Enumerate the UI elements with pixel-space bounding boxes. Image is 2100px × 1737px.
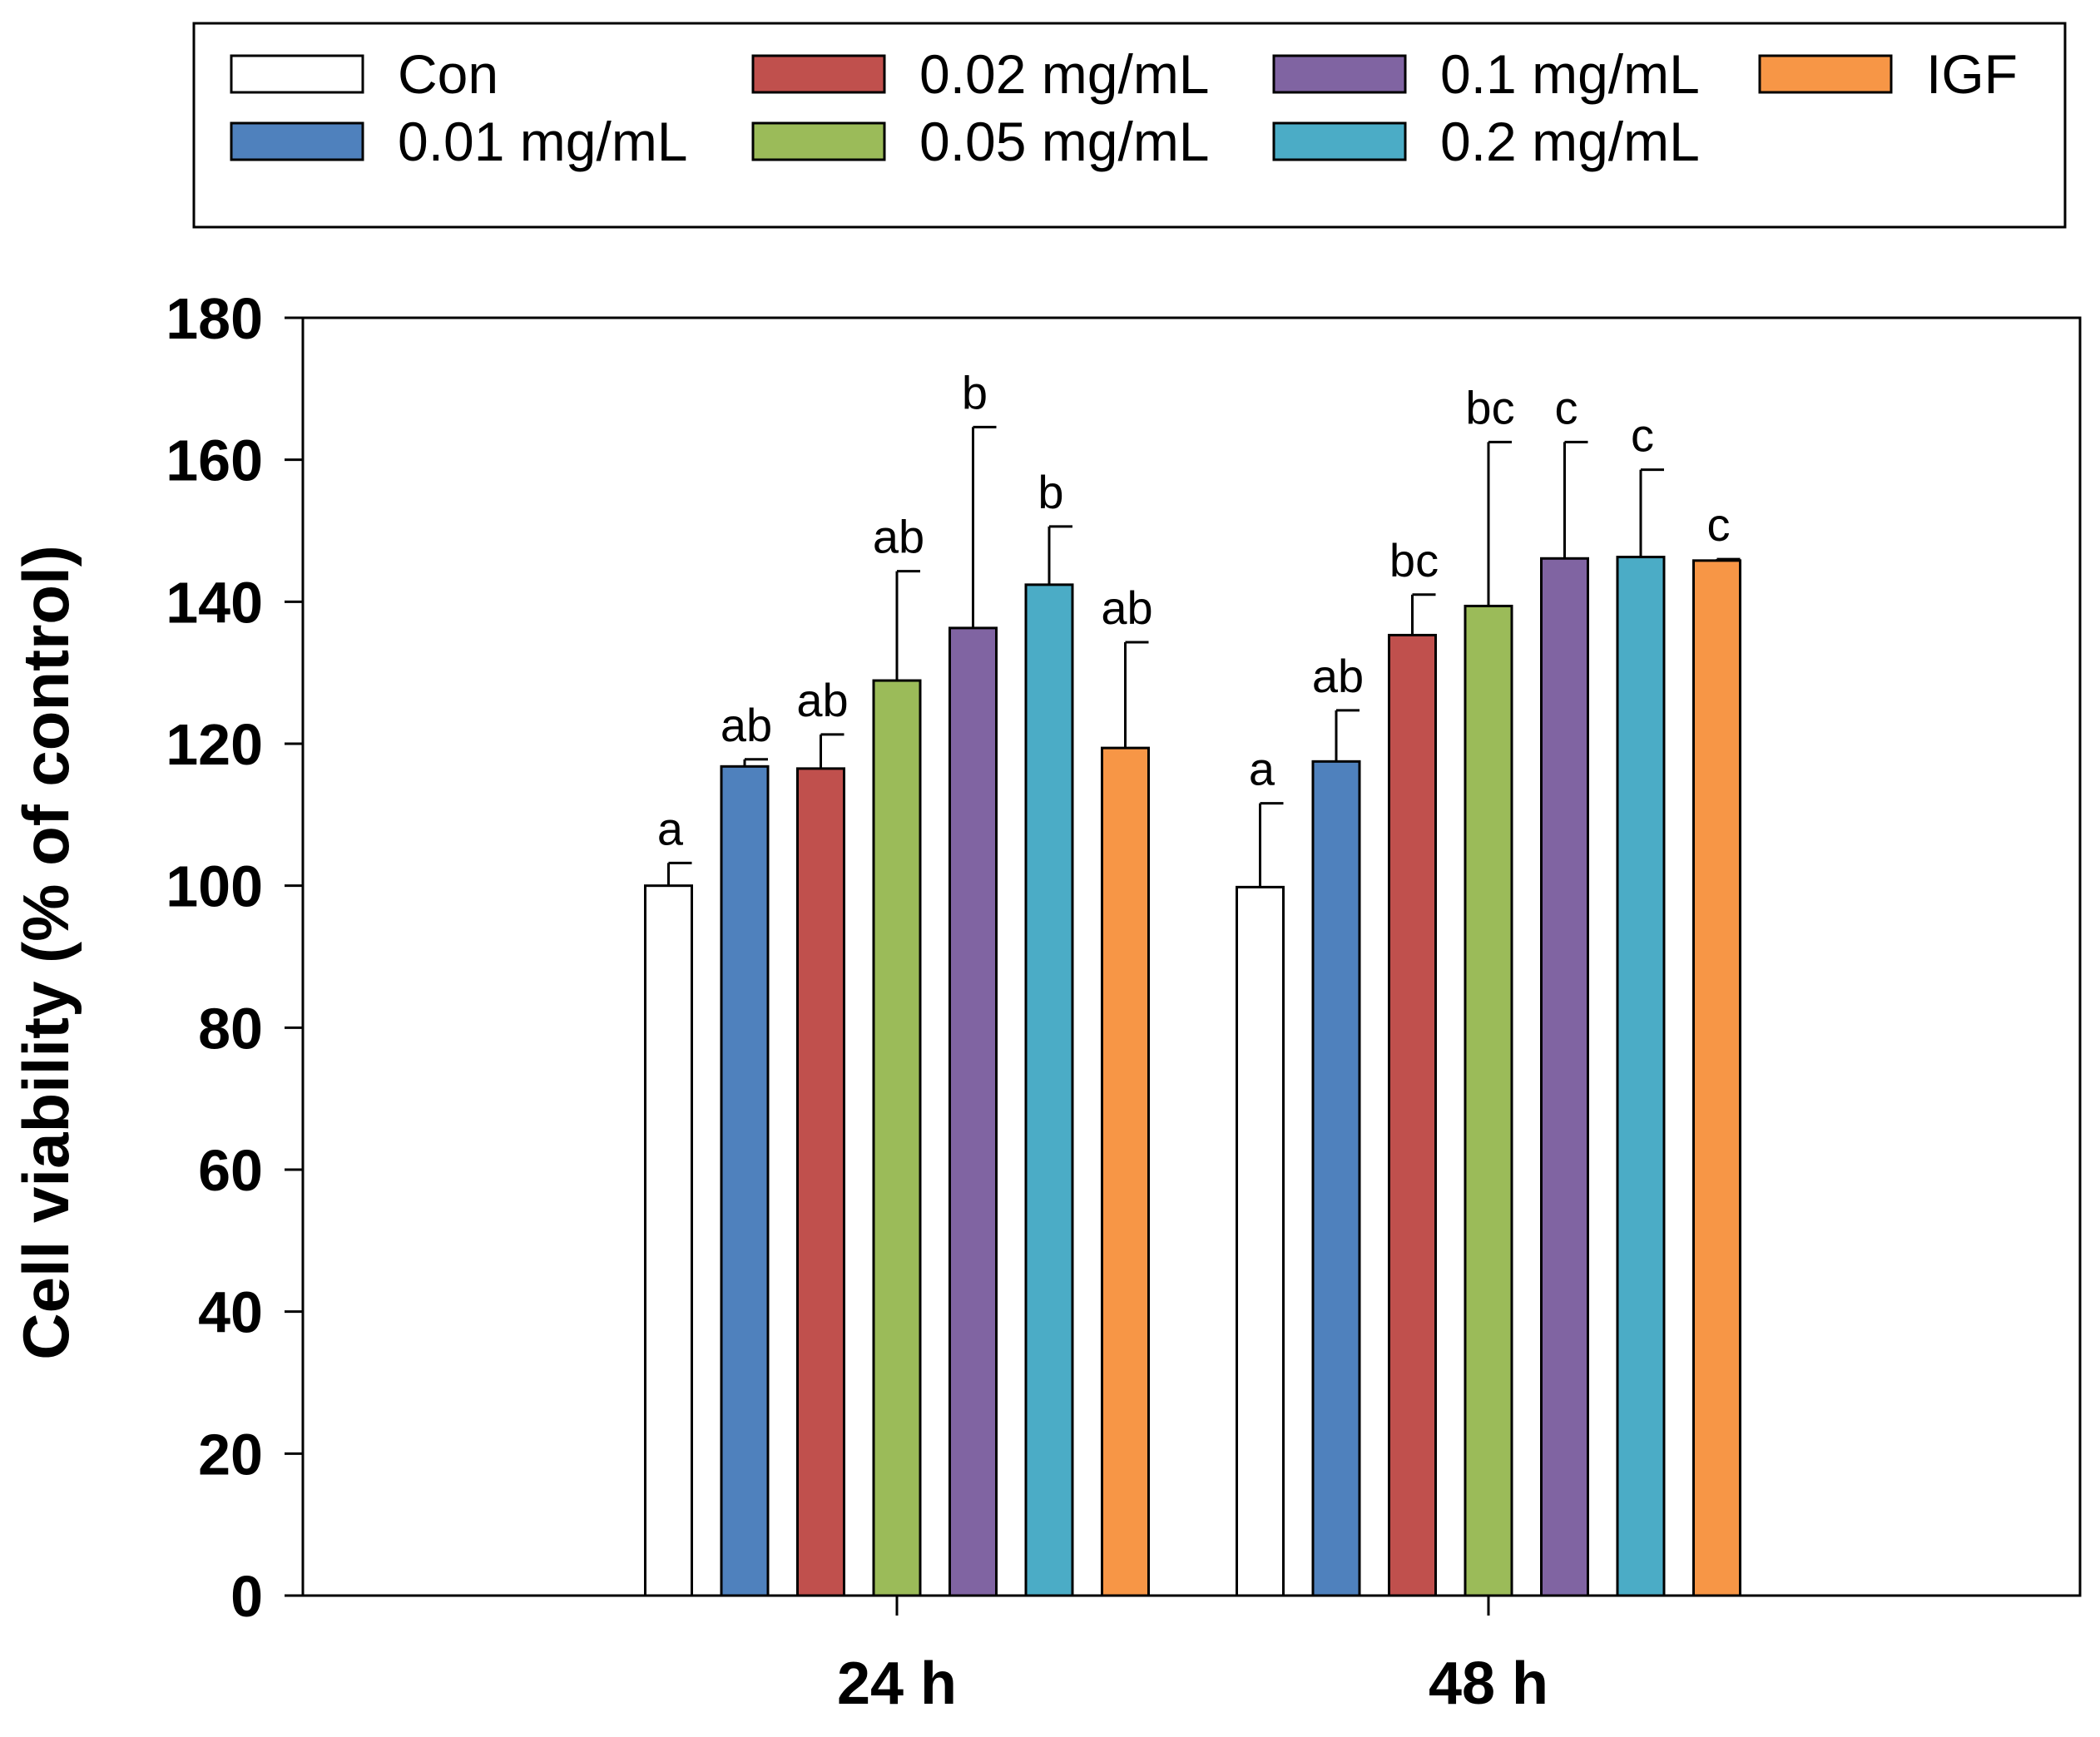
bar <box>644 884 693 1597</box>
bar <box>796 767 845 1597</box>
legend-label: 0.1 mg/mL <box>1440 43 1700 105</box>
significance-label: bc <box>1389 534 1439 586</box>
significance-label: c <box>1707 498 1731 551</box>
y-axis-title: Cell viability (% of control) <box>9 545 82 1359</box>
significance-label: a <box>1249 743 1275 795</box>
bar <box>720 765 770 1597</box>
x-category-label: 48 h <box>1429 1650 1548 1717</box>
legend-label: 0.2 mg/mL <box>1440 111 1700 172</box>
y-tick-label: 100 <box>166 854 263 919</box>
bar <box>1692 559 1741 1597</box>
legend-label: Con <box>398 43 498 105</box>
bar <box>1616 556 1666 1597</box>
legend-swatch <box>1758 54 1893 94</box>
plot-frame <box>301 316 2082 1597</box>
legend-swatch <box>230 54 364 94</box>
y-tick-label: 60 <box>198 1138 263 1203</box>
bar <box>1464 604 1513 1597</box>
significance-label: ab <box>721 699 772 751</box>
y-tick-label: 80 <box>198 996 263 1061</box>
legend-swatch <box>230 121 364 161</box>
significance-label: ab <box>873 511 924 563</box>
significance-label: bc <box>1465 381 1514 433</box>
significance-label: c <box>1631 409 1654 462</box>
y-tick-label: 160 <box>166 428 263 493</box>
bar <box>1311 760 1361 1597</box>
y-axis: 0 20 40 60 80 100 120 140 160 180 <box>166 286 303 1629</box>
legend-swatch <box>751 54 886 94</box>
significance-label: ab <box>1101 581 1152 634</box>
legend-label: 0.02 mg/mL <box>919 43 1210 105</box>
legend-swatch <box>1272 121 1407 161</box>
legend-box <box>192 22 2067 229</box>
error-bars <box>667 425 1741 888</box>
x-axis: 24 h 48 h <box>837 1596 1548 1717</box>
y-tick-label: 0 <box>230 1564 263 1629</box>
bar <box>1101 746 1150 1597</box>
legend-label: 0.05 mg/mL <box>919 111 1210 172</box>
bar <box>1540 557 1589 1597</box>
significance-label: ab <box>796 674 848 726</box>
y-tick-label: 120 <box>166 712 263 777</box>
legend-swatch <box>1272 54 1407 94</box>
y-tick-label: 20 <box>198 1422 263 1487</box>
bar <box>1388 633 1437 1597</box>
significance-label: a <box>657 802 684 854</box>
bar <box>872 679 922 1597</box>
significance-label: b <box>962 366 988 418</box>
significance-label: c <box>1555 381 1578 433</box>
legend-label: IGF <box>1926 43 2018 105</box>
bar <box>1236 885 1285 1597</box>
bar <box>948 626 998 1597</box>
legend-label: 0.01 mg/mL <box>398 111 688 172</box>
bars <box>644 556 1741 1597</box>
y-tick-label: 40 <box>198 1280 263 1345</box>
y-tick-label: 140 <box>166 570 263 635</box>
significance-label: b <box>1038 466 1063 518</box>
legend-swatch <box>751 121 886 161</box>
y-tick-label: 180 <box>166 286 263 351</box>
x-category-label: 24 h <box>837 1650 957 1717</box>
plot-area <box>301 316 2082 1597</box>
significance-label: ab <box>1312 650 1364 702</box>
bar <box>1024 583 1074 1597</box>
